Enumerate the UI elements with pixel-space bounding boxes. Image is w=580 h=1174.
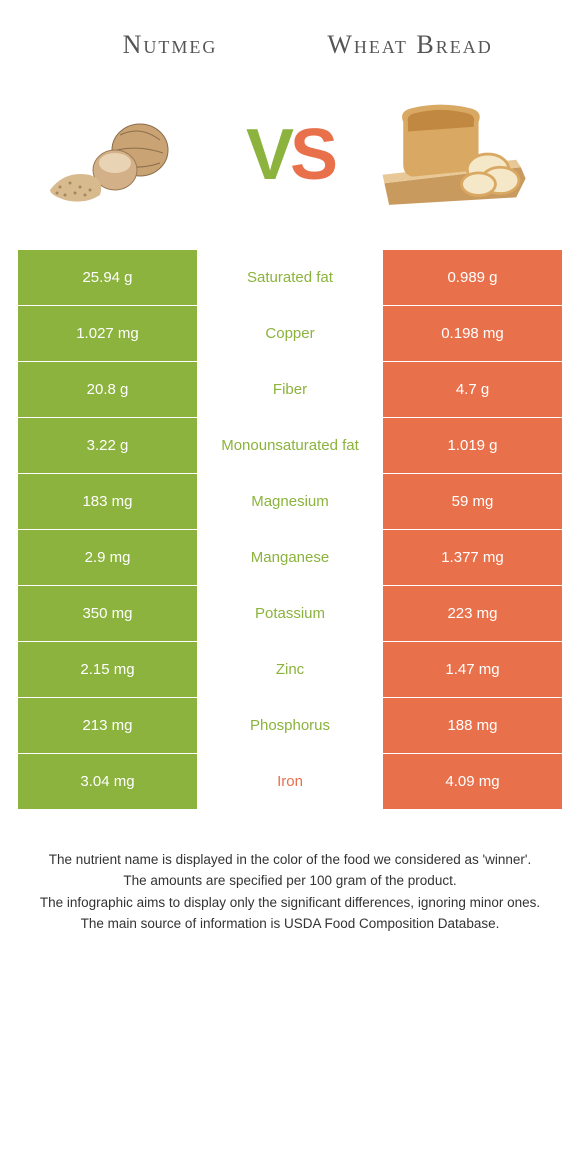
nutrient-name: Fiber: [198, 362, 382, 418]
left-value: 20.8 g: [18, 362, 198, 418]
nutrient-name: Saturated fat: [198, 250, 382, 306]
nutrient-name: Phosphorus: [198, 698, 382, 754]
infographic-container: Nutmeg Wheat Bread VS: [0, 0, 580, 1174]
right-value: 4.09 mg: [382, 754, 562, 810]
right-value: 59 mg: [382, 474, 562, 530]
footer-line-4: The main source of information is USDA F…: [30, 914, 550, 934]
right-value: 4.7 g: [382, 362, 562, 418]
nutrient-name: Zinc: [198, 642, 382, 698]
table-row: 3.22 gMonounsaturated fat1.019 g: [18, 418, 562, 474]
nutrient-name: Potassium: [198, 586, 382, 642]
right-value: 0.989 g: [382, 250, 562, 306]
table-row: 350 mgPotassium223 mg: [18, 586, 562, 642]
table-row: 25.94 gSaturated fat0.989 g: [18, 250, 562, 306]
right-value: 188 mg: [382, 698, 562, 754]
table-row: 3.04 mgIron4.09 mg: [18, 754, 562, 810]
table-row: 2.9 mgManganese1.377 mg: [18, 530, 562, 586]
vs-s: S: [290, 115, 334, 195]
left-value: 2.15 mg: [18, 642, 198, 698]
footer-line-1: The nutrient name is displayed in the co…: [30, 850, 550, 870]
nutrient-name: Monounsaturated fat: [198, 418, 382, 474]
left-value: 3.04 mg: [18, 754, 198, 810]
right-value: 223 mg: [382, 586, 562, 642]
left-value: 3.22 g: [18, 418, 198, 474]
table-row: 1.027 mgCopper0.198 mg: [18, 306, 562, 362]
title-right: Wheat Bread: [290, 30, 530, 60]
table-row: 213 mgPhosphorus188 mg: [18, 698, 562, 754]
nutrient-name: Iron: [198, 754, 382, 810]
vs-label: VS: [246, 114, 334, 196]
table-row: 2.15 mgZinc1.47 mg: [18, 642, 562, 698]
right-value: 1.019 g: [382, 418, 562, 474]
right-value: 1.377 mg: [382, 530, 562, 586]
right-value: 0.198 mg: [382, 306, 562, 362]
nutrient-name: Manganese: [198, 530, 382, 586]
vs-v: V: [246, 115, 290, 195]
left-value: 1.027 mg: [18, 306, 198, 362]
nutrient-name: Magnesium: [198, 474, 382, 530]
title-left: Nutmeg: [50, 30, 290, 60]
right-value: 1.47 mg: [382, 642, 562, 698]
footer-line-3: The infographic aims to display only the…: [30, 893, 550, 913]
left-value: 350 mg: [18, 586, 198, 642]
footer-line-2: The amounts are specified per 100 gram o…: [30, 871, 550, 891]
left-value: 2.9 mg: [18, 530, 198, 586]
footer: The nutrient name is displayed in the co…: [0, 810, 580, 955]
image-row: VS: [0, 70, 580, 250]
nutmeg-image: [45, 90, 205, 220]
nutrient-name: Copper: [198, 306, 382, 362]
left-value: 25.94 g: [18, 250, 198, 306]
table-row: 183 mgMagnesium59 mg: [18, 474, 562, 530]
header: Nutmeg Wheat Bread: [0, 0, 580, 70]
left-value: 183 mg: [18, 474, 198, 530]
bread-image: [375, 90, 535, 220]
comparison-table: 25.94 gSaturated fat0.989 g1.027 mgCoppe…: [18, 250, 562, 810]
table-row: 20.8 gFiber4.7 g: [18, 362, 562, 418]
left-value: 213 mg: [18, 698, 198, 754]
